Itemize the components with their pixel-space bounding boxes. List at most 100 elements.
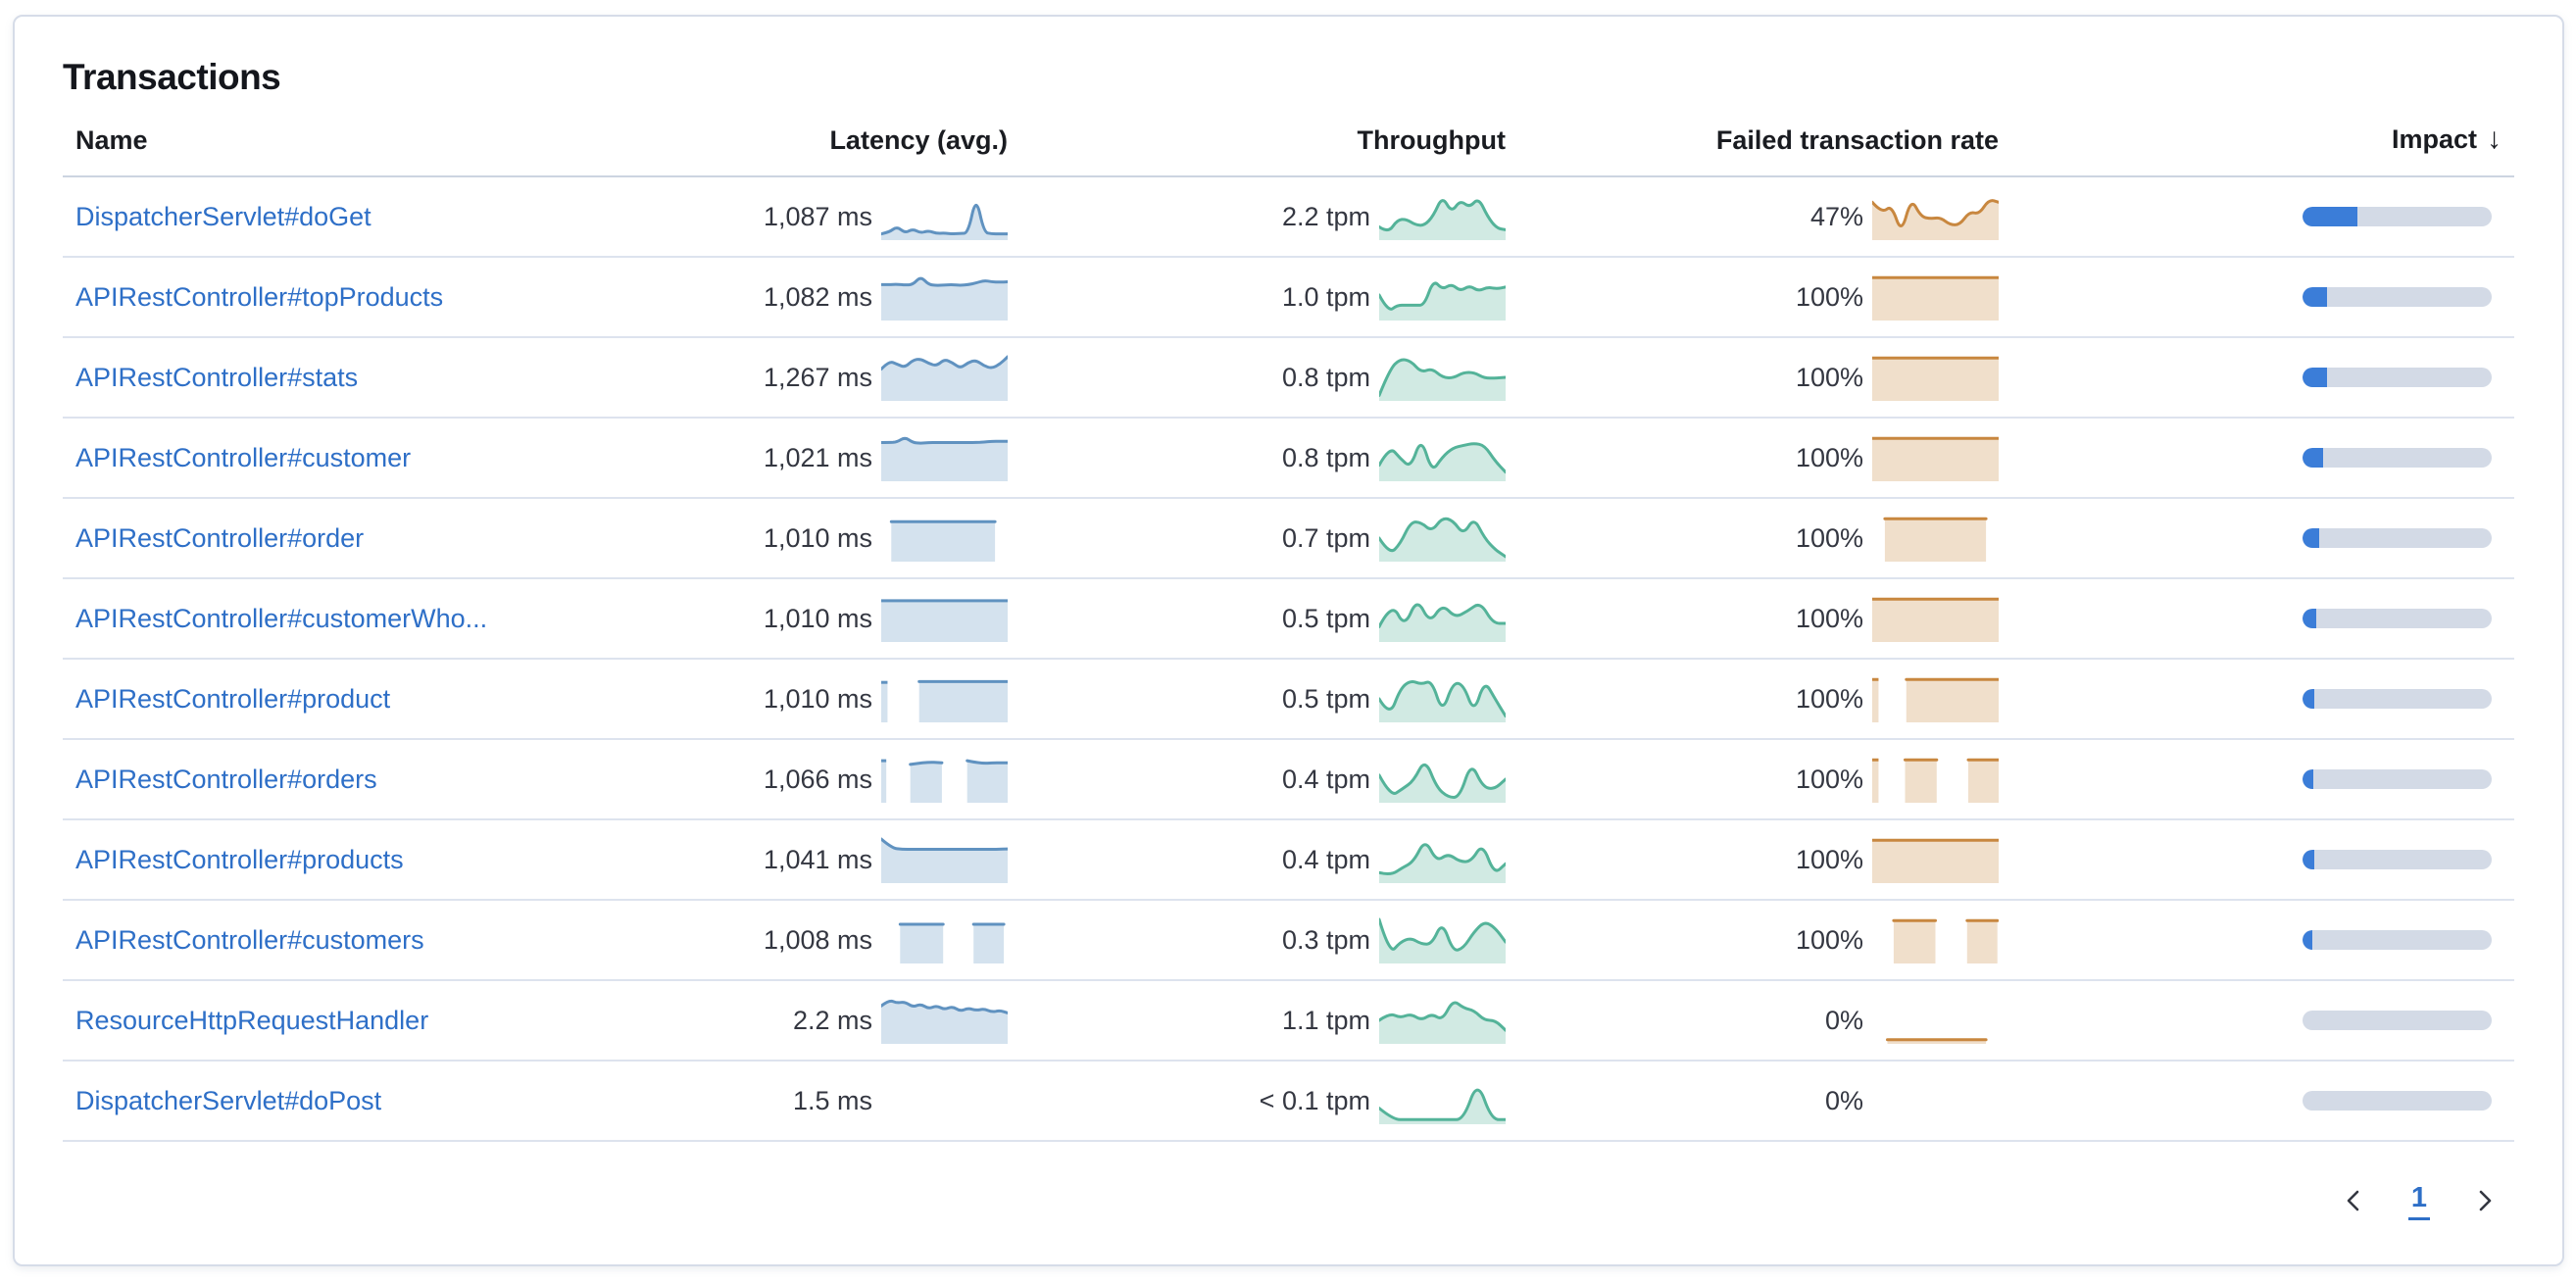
failed-rate-sparkline [1872,916,1999,963]
throughput-value: < 0.1 tpm [1259,1085,1370,1115]
throughput-sparkline [1379,756,1506,803]
latency-value: 1,087 ms [763,201,872,231]
throughput-sparkline [1379,515,1506,562]
latency-sparkline [881,354,1008,401]
throughput-value: 0.7 tpm [1281,522,1370,553]
impact-bar [2303,609,2492,628]
impact-bar-fill [2303,850,2314,869]
impact-bar [2303,448,2492,468]
impact-bar-fill [2303,930,2312,950]
table-row: APIRestController#orders 1,066 ms 0.4 tp… [63,740,2514,820]
pagination-next-button[interactable] [2467,1183,2502,1218]
failed-rate-value: 100% [1795,683,1863,714]
transaction-name-link[interactable]: APIRestController#product [75,683,391,714]
latency-sparkline [881,675,1008,722]
throughput-value: 0.5 tpm [1281,603,1370,633]
failed-rate-value: 100% [1795,442,1863,472]
latency-value: 1,021 ms [763,442,872,472]
transaction-name-link[interactable]: ResourceHttpRequestHandler [75,1005,429,1035]
transaction-name-link[interactable]: APIRestController#customerWho... [75,603,488,633]
impact-bar-fill [2303,287,2328,307]
transaction-name-link[interactable]: APIRestController#topProducts [75,281,444,312]
failed-rate-value: 100% [1795,362,1863,392]
failed-rate-value: 100% [1795,844,1863,874]
column-header-failed-rate[interactable]: Failed transaction rate [1715,125,1999,155]
throughput-value: 2.2 tpm [1281,201,1370,231]
column-header-impact[interactable]: Impact ↓ [1999,123,2502,156]
transaction-name-link[interactable]: APIRestController#stats [75,362,359,392]
table-body: DispatcherServlet#doGet 1,087 ms 2.2 tpm… [63,177,2514,1142]
table-row: APIRestController#customers 1,008 ms 0.3… [63,901,2514,981]
impact-bar-fill [2303,528,2320,548]
throughput-value: 0.4 tpm [1281,844,1370,874]
latency-sparkline [881,756,1008,803]
latency-sparkline [881,836,1008,883]
latency-value: 1,010 ms [763,603,872,633]
transaction-name-link[interactable]: APIRestController#customer [75,442,412,472]
column-header-throughput[interactable]: Throughput [1357,125,1506,155]
impact-bar [2303,368,2492,387]
latency-value: 1,041 ms [763,844,872,874]
impact-bar [2303,1011,2492,1030]
table-row: APIRestController#order 1,010 ms 0.7 tpm… [63,499,2514,579]
latency-sparkline [881,595,1008,642]
table-row: APIRestController#customerWho... 1,010 m… [63,579,2514,660]
latency-value: 1,008 ms [763,924,872,955]
column-header-latency[interactable]: Latency (avg.) [829,125,1008,155]
table-row: APIRestController#products 1,041 ms 0.4 … [63,820,2514,901]
throughput-value: 0.4 tpm [1281,764,1370,794]
failed-rate-value: 100% [1795,603,1863,633]
transactions-panel: Transactions Name Latency (avg.) Through… [13,15,2564,1266]
impact-bar [2303,287,2492,307]
transaction-name-link[interactable]: DispatcherServlet#doGet [75,201,372,231]
latency-value: 1.5 ms [792,1085,872,1115]
throughput-sparkline [1379,434,1506,481]
throughput-value: 0.8 tpm [1281,442,1370,472]
failed-rate-sparkline [1872,997,1999,1044]
column-header-name[interactable]: Name [75,125,148,155]
failed-rate-sparkline [1872,434,1999,481]
throughput-sparkline [1379,354,1506,401]
impact-bar [2303,528,2492,548]
column-header-impact-label: Impact [2391,123,2477,154]
latency-value: 1,010 ms [763,683,872,714]
transaction-name-link[interactable]: APIRestController#order [75,522,365,553]
impact-bar [2303,207,2492,226]
failed-rate-value: 0% [1824,1085,1863,1115]
table-row: DispatcherServlet#doPost 1.5 ms < 0.1 tp… [63,1062,2514,1142]
failed-rate-sparkline [1872,675,1999,722]
latency-sparkline [881,434,1008,481]
impact-bar-fill [2303,207,2357,226]
chevron-right-icon [2479,1190,2492,1211]
failed-rate-sparkline [1872,756,1999,803]
transaction-name-link[interactable]: APIRestController#products [75,844,404,874]
failed-rate-value: 100% [1795,924,1863,955]
failed-rate-sparkline [1872,273,1999,321]
failed-rate-value: 100% [1795,764,1863,794]
throughput-value: 1.1 tpm [1281,1005,1370,1035]
throughput-sparkline [1379,916,1506,963]
impact-bar-fill [2303,609,2317,628]
panel-title: Transactions [63,57,281,97]
pagination-page-1[interactable]: 1 [2407,1182,2430,1220]
throughput-sparkline [1379,273,1506,321]
table-row: DispatcherServlet#doGet 1,087 ms 2.2 tpm… [63,177,2514,258]
latency-value: 1,267 ms [763,362,872,392]
table-row: APIRestController#topProducts 1,082 ms 1… [63,258,2514,338]
pagination-prev-button[interactable] [2336,1183,2371,1218]
latency-sparkline [881,916,1008,963]
throughput-sparkline [1379,997,1506,1044]
failed-rate-value: 47% [1809,201,1863,231]
sort-desc-arrow-icon: ↓ [2487,123,2502,155]
throughput-sparkline [1379,1077,1506,1124]
transaction-name-link[interactable]: APIRestController#customers [75,924,424,955]
table-row: ResourceHttpRequestHandler 2.2 ms 1.1 tp… [63,981,2514,1062]
transaction-name-link[interactable]: DispatcherServlet#doPost [75,1085,382,1115]
impact-bar-fill [2303,689,2314,709]
pagination: 1 [63,1175,2514,1226]
table-header-row: Name Latency (avg.) Throughput Failed tr… [63,101,2514,177]
failed-rate-sparkline [1872,836,1999,883]
throughput-sparkline [1379,595,1506,642]
throughput-value: 0.8 tpm [1281,362,1370,392]
transaction-name-link[interactable]: APIRestController#orders [75,764,377,794]
